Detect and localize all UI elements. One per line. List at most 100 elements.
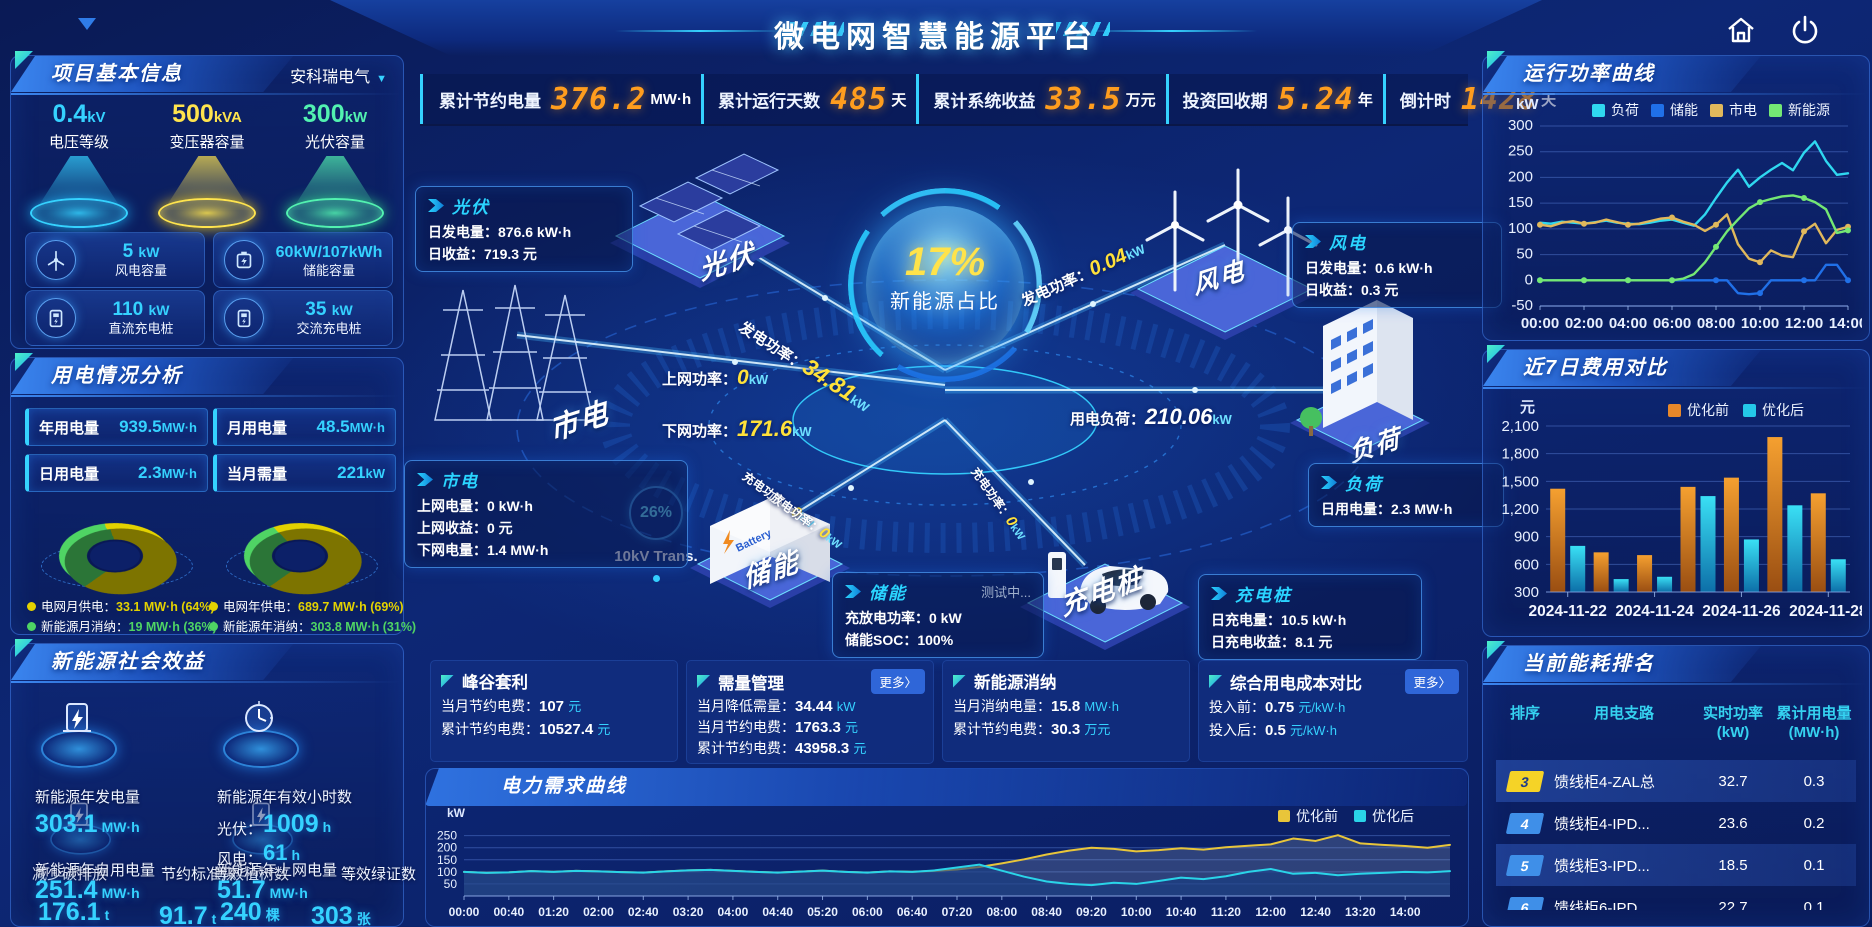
summary-stat-value: 33.5 xyxy=(1045,81,1122,117)
cone-label: 变压器容量 xyxy=(169,134,245,151)
legend-item[interactable]: 优化前 xyxy=(1278,806,1338,826)
power-legend: 负荷 储能 市电 新能源 xyxy=(1592,100,1830,120)
flow-value: 0 xyxy=(737,366,749,389)
info-row-value: 0.6 kW·h xyxy=(1375,260,1433,276)
svg-text:09:20: 09:20 xyxy=(1076,905,1107,919)
legend-label: 负荷 xyxy=(1611,102,1639,118)
legend-label: 优化前 xyxy=(1687,402,1729,418)
table-row[interactable]: 5 馈线柜3-IPD... 18.5 0.1 xyxy=(1496,844,1856,886)
capacity-card-text: 5 kW 风电容量 xyxy=(84,241,204,279)
info-box-row: 下网电量：1.4 MW·h xyxy=(417,539,675,561)
benefit-row-value: 43958.3 xyxy=(795,740,854,757)
info-row-label: 充放电功率： xyxy=(845,610,929,626)
benefit-row-label: 累计节约电费： xyxy=(441,721,539,737)
realtime-power: 32.7 xyxy=(1718,772,1748,790)
chevron-right-icon xyxy=(417,473,433,486)
benefit-row-unit: MW·h xyxy=(1084,699,1120,714)
summary-stat-label: 投资回收期 xyxy=(1182,91,1268,111)
info-box-title-row: 充电桩 xyxy=(1211,581,1409,606)
flow-label-text: 上网功率： xyxy=(662,371,738,388)
legend-label: 市电 xyxy=(1729,102,1757,118)
svg-text:12:00: 12:00 xyxy=(1785,315,1823,332)
rank-badge: 3 xyxy=(1505,770,1545,792)
clock-icon xyxy=(236,696,282,747)
table-row[interactable]: 6 馈线柜6-IPD 22.7 0.1 xyxy=(1496,886,1856,910)
capacity-card-value: 5 kW xyxy=(122,241,160,262)
svg-text:04:00: 04:00 xyxy=(718,905,749,919)
info-row-value: 719.3 元 xyxy=(484,246,537,262)
usage-stat-value: 2.3MW·h xyxy=(137,463,197,482)
capacity-card-text: 60kW/107kWh 储能容量 xyxy=(272,242,392,279)
info-box-title: 充电桩 xyxy=(1235,586,1292,605)
legend-item[interactable]: 优化后 xyxy=(1743,400,1804,420)
power-icon[interactable] xyxy=(1788,14,1828,50)
donut-legend-item: 电网月供电：33.1 MW·h (64%) xyxy=(27,596,215,615)
capacity-cone: 300kW 光伏容量 xyxy=(275,100,395,228)
legend-swatch xyxy=(1710,103,1723,117)
benefit-row-unit: 元 xyxy=(568,699,582,714)
dc-charger-icon xyxy=(36,298,76,338)
legend-item[interactable]: 优化后 xyxy=(1354,806,1414,826)
chevron-right-icon xyxy=(845,585,861,598)
table-row[interactable]: 3 馈线柜4-ZAL总 32.7 0.3 xyxy=(1496,760,1856,802)
info-row-label: 日收益： xyxy=(428,246,484,262)
legend-swatch xyxy=(1668,403,1681,417)
legend-item[interactable]: 负荷 xyxy=(1592,100,1639,120)
flow-value: 210.06 xyxy=(1145,404,1213,429)
wind-info-box: 风电 日发电量：0.6 kW·h 日收益：0.3 元 xyxy=(1292,222,1502,308)
svg-text:12:00: 12:00 xyxy=(1255,905,1286,919)
summary-stat-label: 累计系统收益 xyxy=(933,91,1036,111)
usage-stat-label: 月用电量 xyxy=(227,419,288,437)
cone-beam xyxy=(292,156,378,210)
benefit-panel-row: 投入前：0.75 元/kW·h xyxy=(1199,696,1467,719)
social-cert-label: 等效绿证数 xyxy=(341,866,417,883)
info-row-value: 0 kW·h xyxy=(487,498,533,514)
info-row-value: 0.3 元 xyxy=(1361,282,1399,298)
svg-text:0: 0 xyxy=(1525,271,1533,288)
ranking-table-header: 排序 用电支路 实时功率 (kW) 累计用电量 (MW·h) xyxy=(1496,704,1856,742)
branch-name: 馈线柜4-ZAL总 xyxy=(1554,773,1655,791)
info-row-label: 上网收益： xyxy=(417,520,487,536)
benefit-panel-title: 需量管理 xyxy=(718,674,784,693)
more-button[interactable]: 更多〉 xyxy=(1405,669,1459,694)
panel-usage-header: 用电情况分析 xyxy=(11,353,401,397)
fee-y-axis-label: 元 xyxy=(1520,399,1536,416)
summary-stat-unit: 天 xyxy=(891,91,907,109)
info-row-label: 日发电量： xyxy=(428,224,498,240)
info-row-value: 10.5 kW·h xyxy=(1281,612,1347,628)
header-band xyxy=(330,0,1542,56)
cone-beam xyxy=(164,156,250,210)
flow-label: 用电负荷：210.06kW xyxy=(1070,404,1232,430)
capacity-card-label: 风电容量 xyxy=(114,263,167,278)
info-row-value: 1.4 MW·h xyxy=(487,542,549,558)
panel-title: 运行功率曲线 xyxy=(1523,63,1655,85)
header-slashes-left xyxy=(790,22,844,36)
legend-item[interactable]: 市电 xyxy=(1710,100,1757,120)
info-box-title: 市电 xyxy=(441,472,479,491)
legend-item[interactable]: 优化前 xyxy=(1668,400,1729,420)
info-row-label: 储能SOC： xyxy=(845,632,918,648)
legend-item[interactable]: 储能 xyxy=(1651,100,1698,120)
table-row[interactable]: 4 馈线柜4-IPD... 23.6 0.2 xyxy=(1496,802,1856,844)
more-button[interactable]: 更多〉 xyxy=(871,669,925,694)
benefit-row-value: 0.75 xyxy=(1265,699,1299,716)
panel-social-benefit: 新能源社会效益 新能源年发电量 303.1 MW·h 新能源年有效小时数 1009 h 光伏… xyxy=(10,639,416,927)
cone-value: 500kVA xyxy=(172,100,242,128)
company-dropdown[interactable]: 安科瑞电气 ▼ xyxy=(290,69,387,86)
flow-label-text: 下网功率： xyxy=(662,423,738,440)
svg-text:2024-11-24: 2024-11-24 xyxy=(1615,603,1694,620)
flow-label: 上网功率：0kW xyxy=(662,366,768,390)
benefit-row-value: 0.5 xyxy=(1265,722,1291,739)
usage-stat-label: 年用电量 xyxy=(39,419,100,437)
corner-arrow-icon xyxy=(1209,675,1222,688)
capacity-card: 110 kW 直流充电桩 xyxy=(25,290,205,346)
svg-text:06:00: 06:00 xyxy=(1653,315,1691,332)
capacity-card-text: 110 kW 直流充电桩 xyxy=(84,299,204,337)
home-icon[interactable] xyxy=(1724,14,1764,50)
legend-item[interactable]: 新能源 xyxy=(1769,100,1830,120)
benefit-panel-row: 当月节约电费：1763.3 元 xyxy=(687,717,933,738)
total-energy: 0.2 xyxy=(1803,814,1825,832)
summary-stat-unit: 年 xyxy=(1357,91,1373,109)
panel-title: 当前能耗排名 xyxy=(1523,653,1655,675)
